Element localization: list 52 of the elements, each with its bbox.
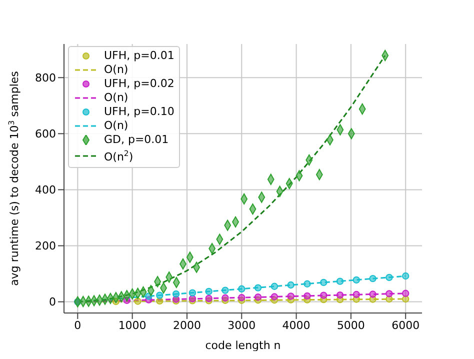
legend-label: GD, p=0.01	[104, 133, 169, 146]
point	[270, 293, 278, 300]
point	[402, 290, 410, 297]
point	[352, 290, 360, 298]
point	[287, 292, 294, 300]
point	[222, 286, 229, 294]
point	[205, 294, 212, 302]
point	[188, 289, 196, 296]
point	[304, 292, 311, 300]
y-tick-label: 200	[35, 240, 56, 253]
y-tick-label: 0	[49, 296, 56, 309]
legend-label: O(n)	[104, 91, 128, 104]
y-tick-label: 800	[35, 72, 56, 85]
point	[369, 274, 376, 282]
x-tick-label: 2000	[172, 318, 201, 332]
point	[369, 290, 376, 298]
x-axis-title: code length n	[205, 339, 281, 352]
y-tick-label: 400	[35, 184, 56, 197]
legend-label: O(n)	[104, 63, 128, 76]
point	[304, 280, 311, 288]
point	[386, 290, 393, 298]
point	[336, 291, 344, 299]
x-tick-label: 6000	[392, 318, 420, 332]
point	[238, 294, 246, 302]
legend-label: UFH, p=0.10	[104, 105, 174, 118]
y-tick-label: 600	[35, 128, 56, 141]
legend-label: O(n$^{2}$)	[104, 149, 134, 164]
point	[205, 288, 212, 296]
point	[270, 282, 278, 290]
point	[254, 293, 262, 301]
point	[402, 272, 410, 280]
legend-label: UFH, p=0.02	[104, 77, 174, 90]
point	[238, 285, 246, 292]
point	[336, 278, 344, 285]
point	[352, 276, 360, 284]
x-tick-label: 4000	[282, 318, 310, 332]
x-tick-label: 3000	[228, 318, 256, 332]
x-tick-label: 1000	[118, 318, 146, 332]
point	[134, 298, 142, 305]
point	[320, 292, 328, 299]
point	[386, 274, 393, 281]
point	[222, 294, 229, 302]
point	[320, 278, 328, 286]
point	[254, 284, 262, 292]
point	[172, 290, 180, 298]
point	[156, 292, 164, 299]
point	[287, 281, 294, 289]
legend-label: UFH, p=0.01	[104, 49, 174, 62]
legend-label: O(n)	[104, 119, 128, 132]
x-tick-label: 5000	[336, 318, 365, 332]
point	[402, 295, 410, 303]
x-tick-label: 0	[74, 318, 82, 332]
